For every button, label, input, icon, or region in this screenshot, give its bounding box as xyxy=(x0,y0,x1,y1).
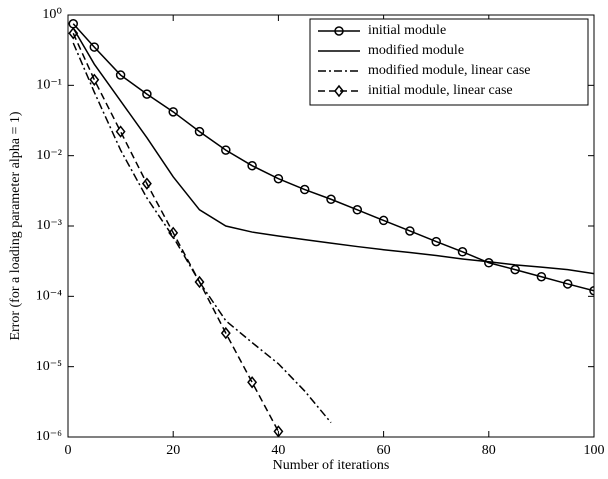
marker xyxy=(115,70,126,80)
x-tick-label: 0 xyxy=(65,443,72,458)
marker xyxy=(326,194,336,205)
y-tick-label: 10⁻⁴ xyxy=(36,289,62,304)
marker xyxy=(168,107,178,117)
y-tick-label: 10⁰ xyxy=(42,7,62,22)
marker xyxy=(220,326,231,340)
marker xyxy=(68,27,79,40)
x-axis-label: Number of iterations xyxy=(273,458,390,473)
marker xyxy=(221,145,231,155)
line xyxy=(72,27,594,275)
legend-marker xyxy=(334,84,344,98)
x-tick-label: 80 xyxy=(482,443,496,458)
marker xyxy=(89,73,100,86)
marker xyxy=(378,215,389,226)
series xyxy=(68,19,594,296)
legend-label: initial module xyxy=(368,23,446,38)
marker xyxy=(299,184,310,195)
y-tick-label: 10⁻² xyxy=(36,148,62,163)
marker xyxy=(405,226,415,236)
marker xyxy=(142,89,152,99)
marker xyxy=(536,271,547,282)
marker xyxy=(141,177,152,190)
marker xyxy=(89,42,100,52)
x-tick-label: 40 xyxy=(271,443,285,458)
y-tick-label: 10⁻⁶ xyxy=(36,429,62,444)
marker xyxy=(115,125,126,138)
marker xyxy=(457,247,468,257)
line xyxy=(72,32,280,432)
y-tick-label: 10⁻¹ xyxy=(36,78,62,93)
x-tick-label: 100 xyxy=(584,443,605,458)
legend-marker xyxy=(334,26,344,36)
marker xyxy=(168,226,179,240)
marker xyxy=(352,205,363,215)
legend-label: modified module, linear case xyxy=(368,63,531,78)
y-tick-label: 10⁻⁵ xyxy=(36,359,62,374)
marker xyxy=(589,286,594,296)
legend-label: initial module, linear case xyxy=(368,83,513,98)
x-tick-label: 20 xyxy=(166,443,180,458)
series xyxy=(72,42,332,424)
y-axis-label: Error (for a loading parameter alpha = 1… xyxy=(8,111,23,340)
x-tick-label: 60 xyxy=(377,443,391,458)
marker xyxy=(562,279,573,289)
y-tick-label: 10⁻³ xyxy=(36,218,62,233)
marker xyxy=(247,160,257,171)
series xyxy=(72,27,594,275)
marker xyxy=(273,425,284,437)
line xyxy=(72,42,332,424)
legend-label: modified module xyxy=(368,43,464,58)
marker xyxy=(431,236,441,247)
marker xyxy=(194,126,205,137)
series xyxy=(68,27,284,437)
marker xyxy=(247,376,258,389)
marker xyxy=(194,275,205,289)
line xyxy=(72,23,594,292)
marker xyxy=(273,173,284,184)
